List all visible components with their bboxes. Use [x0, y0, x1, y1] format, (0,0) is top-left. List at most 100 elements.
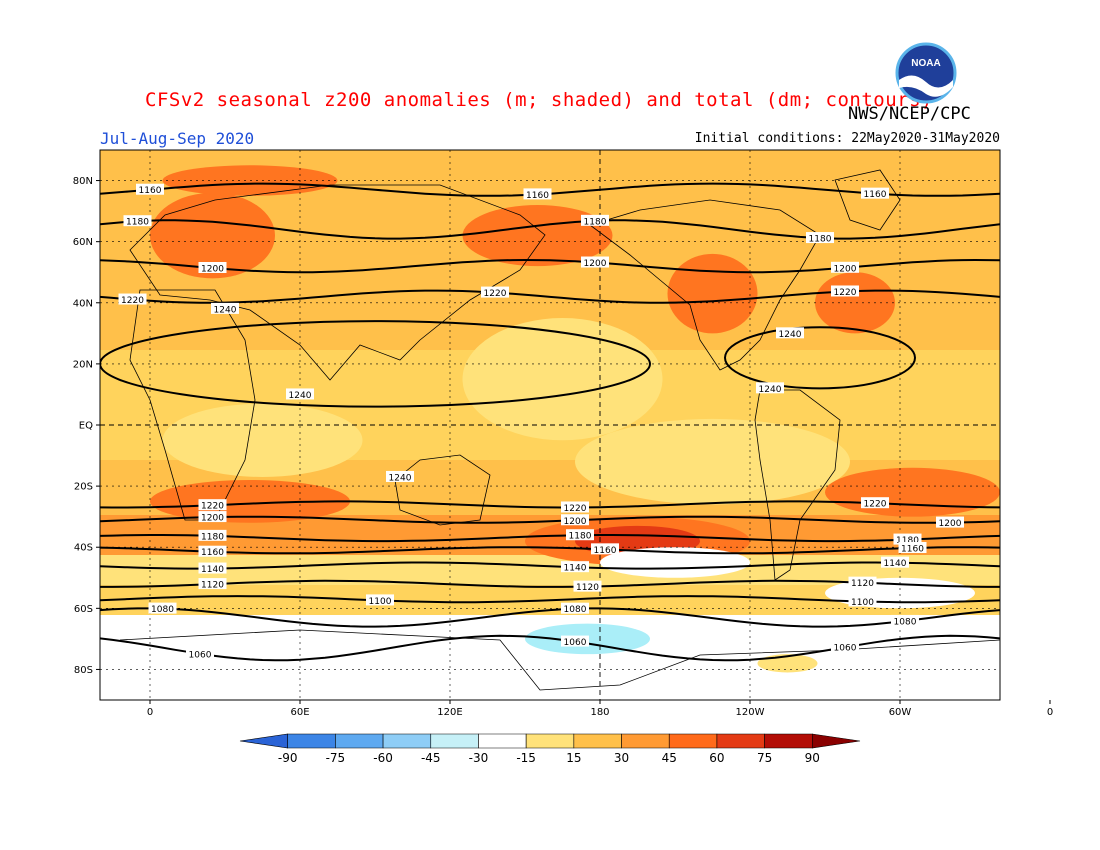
contour-label-12-2-bg — [831, 641, 859, 653]
axis-ticks: 80N 60N 40N 20N EQ 20S 40S 60S 80S 0 60E 120E 180 120… — [73, 176, 1053, 718]
closed-contour-label-0-0: 1240 — [214, 305, 237, 315]
contour-label-7-0: 1160 — [201, 548, 224, 558]
contour-1180-6 — [100, 534, 1000, 543]
contour-label-9-2-bg — [848, 576, 877, 588]
anomaly-region-4 — [462, 205, 613, 267]
anomaly-region-12 — [600, 547, 750, 578]
lat-tick-label-4: EQ — [79, 421, 93, 432]
colorbar-label-6: 15 — [566, 751, 581, 765]
lat-tick-label-7: 60S — [74, 604, 93, 615]
colorbar-label-11: 90 — [805, 751, 820, 765]
closed-contour-label-0-0-bg — [211, 302, 239, 314]
contour-label-8-1: 1140 — [564, 564, 587, 574]
contour-label-2-0: 1200 — [201, 264, 224, 274]
contour-label-11-0: 1080 — [151, 605, 174, 615]
contour-label-5-0-bg — [198, 511, 227, 523]
colorbar-swatch-3 — [382, 733, 432, 749]
contour-label-1-0: 1180 — [126, 218, 149, 228]
anomaly-region-10 — [825, 467, 1000, 517]
contour-label-0-1-bg — [523, 188, 552, 200]
closed-contour-label-0-2-bg — [386, 470, 414, 482]
colorbar-swatch-6 — [525, 733, 575, 749]
contour-label-7-0-bg — [198, 545, 227, 557]
contour-label-10-1-bg — [848, 595, 877, 607]
lon-tick-label-5: 60W — [889, 707, 912, 718]
contour-label-0-2: 1160 — [864, 190, 887, 200]
colorbar-swatch-2 — [335, 733, 384, 749]
colorbar-label-10: 75 — [757, 751, 772, 765]
contour-label-0-1: 1160 — [526, 191, 549, 201]
contour-label-11-1-bg — [561, 602, 589, 614]
noaa-logo-text: NOAA — [911, 58, 940, 69]
contour-label-3-2-bg — [831, 285, 859, 297]
contour-label-6-1-bg — [566, 529, 594, 541]
colorbar-label-1: -75 — [326, 751, 346, 765]
closed-contour-label-1-0: 1240 — [779, 330, 802, 340]
contour-label-2-2: 1200 — [834, 264, 857, 274]
contour-label-2-1-bg — [581, 256, 609, 268]
contour-label-10-1: 1100 — [851, 598, 874, 608]
contour-label-5-2: 1200 — [939, 519, 962, 529]
lat-tick-label-1: 60N — [73, 237, 93, 248]
closed-contour-label-1-0-bg — [776, 327, 804, 339]
colorbar-label-3: -45 — [421, 751, 441, 765]
coastline-eurasia — [129, 184, 546, 381]
contour-label-5-0: 1200 — [201, 514, 224, 524]
map-title: CFSv2 seasonal z200 anomalies (m; shaded… — [145, 89, 933, 111]
contour-label-12-0: 1060 — [189, 650, 212, 660]
contour-label-10-0-bg — [366, 594, 394, 606]
contour-label-4-0: 1220 — [201, 502, 224, 512]
lat-tick-label-3: 20N — [73, 359, 93, 370]
closed-contour-label-1-1: 1240 — [759, 385, 782, 395]
contour-label-3-0-bg — [118, 293, 147, 305]
anomaly-region-1 — [162, 403, 363, 477]
coastline-greenland — [834, 169, 901, 231]
contour-label-8-1-bg — [561, 561, 589, 573]
colorbar-label-5: -15 — [516, 751, 536, 765]
contour-label-12-2: 1060 — [834, 644, 857, 654]
contour-label-11-0-bg — [148, 602, 177, 614]
lon-tick-label-1: 60E — [290, 707, 309, 718]
closed-contour-label-1-1-bg — [756, 382, 784, 394]
coastline-north-america — [589, 199, 821, 371]
contour-label-6-0-bg — [198, 529, 227, 541]
contour-label-1-2-bg — [806, 232, 834, 244]
lon-tick-label-3: 180 — [590, 707, 609, 718]
colorbar-swatch-4 — [430, 733, 479, 749]
contour-label-5-1-bg — [561, 514, 589, 526]
coastline-south-america — [754, 389, 841, 581]
contour-label-4-1-bg — [561, 501, 589, 513]
contour-1080-11 — [100, 607, 1000, 628]
contour-label-1-0-bg — [123, 215, 152, 227]
agency-label: NWS/NCEP/CPC — [848, 104, 971, 124]
colorbar-swatch-12 — [812, 733, 861, 749]
anomaly-region-2 — [575, 418, 850, 505]
contour-label-9-1-bg — [573, 580, 602, 592]
colorbar-swatch-11 — [764, 733, 813, 749]
lat-tick-label-0: 80N — [73, 176, 93, 187]
contour-label-12-0-bg — [186, 647, 214, 659]
closed-contour-1 — [724, 326, 916, 390]
anomaly-region-5 — [667, 253, 758, 334]
contour-1220-4 — [100, 500, 1000, 509]
contour-label-0-2-bg — [861, 187, 889, 199]
closed-contour-0 — [100, 320, 651, 408]
contour-label-12-1: 1060 — [564, 638, 587, 648]
lat-tick-label-5: 20S — [74, 482, 93, 493]
colorbar-label-2: -60 — [373, 751, 393, 765]
contour-label-11-2-bg — [891, 614, 919, 626]
contour-label-3-1: 1220 — [484, 289, 507, 299]
contour-1140-8 — [100, 561, 1000, 570]
closed-contour-label-0-1: 1240 — [289, 391, 312, 401]
lon-tick-label-4: 120W — [736, 707, 765, 718]
anomaly-region-0 — [462, 318, 663, 441]
contour-label-4-0-bg — [198, 499, 227, 511]
contour-label-12-1-bg — [561, 635, 589, 647]
lat-tick-label-2: 40N — [73, 298, 93, 309]
coastlines — [119, 169, 1000, 691]
contour-label-3-0: 1220 — [121, 296, 144, 306]
contour-label-10-0: 1100 — [369, 597, 392, 607]
contour-label-3-1-bg — [481, 286, 509, 298]
contour-label-9-1: 1120 — [576, 583, 599, 593]
